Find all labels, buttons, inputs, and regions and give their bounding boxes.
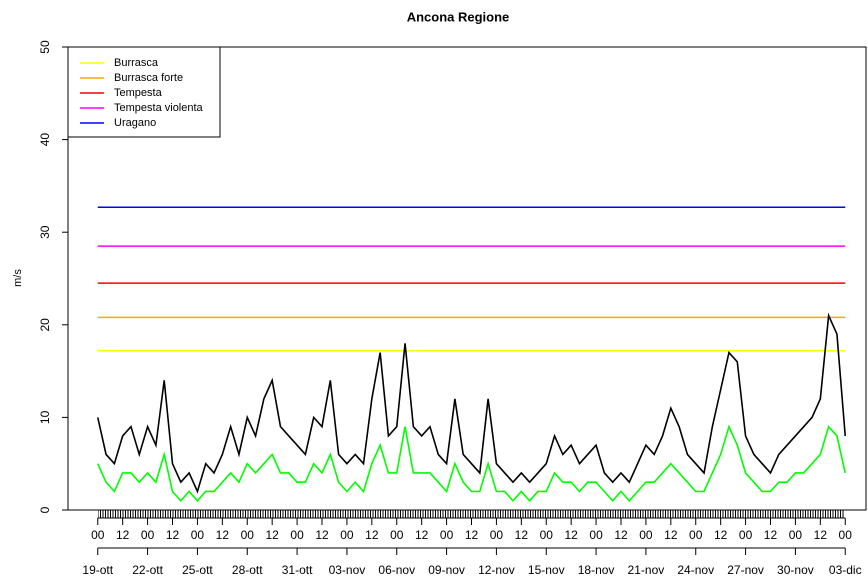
date-tick-label: 19-ott	[82, 563, 113, 577]
x-tick-label: 00	[490, 528, 504, 542]
date-tick-label: 03-dic	[829, 563, 862, 577]
x-tick-label: 00	[839, 528, 853, 542]
x-tick-label: 12	[415, 528, 429, 542]
x-tick-label: 00	[141, 528, 155, 542]
x-tick-label: 12	[365, 528, 379, 542]
x-tick-label: 00	[191, 528, 205, 542]
date-tick-label: 28-ott	[232, 563, 263, 577]
minor-ticks	[98, 510, 845, 518]
legend-label: Uragano	[114, 117, 156, 129]
x-tick-label: 12	[664, 528, 678, 542]
x-tick-label: 00	[290, 528, 304, 542]
y-tick-label: 20	[38, 318, 52, 332]
x-tick-label: 00	[390, 528, 404, 542]
legend-label: Tempesta	[114, 87, 163, 99]
x-tick-label: 00	[739, 528, 753, 542]
date-tick-label: 09-nov	[428, 563, 465, 577]
date-tick-label: 21-nov	[628, 563, 665, 577]
x-tick-label: 12	[564, 528, 578, 542]
x-tick-label: 12	[614, 528, 628, 542]
date-tick-label: 31-ott	[282, 563, 313, 577]
date-tick-label: 27-nov	[727, 563, 764, 577]
data-line	[97, 424, 847, 502]
legend-label: Tempesta violenta	[114, 102, 204, 114]
date-tick-label: 15-nov	[528, 563, 565, 577]
x-tick-label: 12	[265, 528, 279, 542]
x-tick-label: 12	[315, 528, 329, 542]
x-tick-label: 00	[639, 528, 653, 542]
y-tick-label: 0	[38, 506, 52, 513]
date-tick-label: 30-nov	[777, 563, 814, 577]
x-tick-label: 12	[216, 528, 230, 542]
y-tick-label: 10	[38, 410, 52, 424]
date-tick-label: 18-nov	[578, 563, 615, 577]
date-tick-label: 12-nov	[478, 563, 515, 577]
legend-box	[67, 46, 221, 138]
x-tick-label: 00	[689, 528, 703, 542]
x-tick-label: 00	[540, 528, 554, 542]
chart-title: Ancona Regione	[407, 9, 510, 24]
date-tick-label: 03-nov	[329, 563, 366, 577]
x-tick-label: 12	[116, 528, 130, 542]
date-tick-label: 24-nov	[677, 563, 714, 577]
x-tick-label: 00	[440, 528, 454, 542]
x-tick-label: 00	[91, 528, 105, 542]
x-tick-label: 00	[589, 528, 603, 542]
legend-label: Burrasca	[114, 57, 159, 69]
x-tick-label: 12	[764, 528, 778, 542]
y-axis-label: m/s	[12, 269, 24, 287]
y-tick-label: 50	[38, 40, 52, 54]
legend-label: Burrasca forte	[114, 72, 183, 84]
date-tick-label: 06-nov	[378, 563, 415, 577]
x-tick-label: 12	[814, 528, 828, 542]
date-tick-label: 25-ott	[182, 563, 213, 577]
x-tick-label: 12	[714, 528, 728, 542]
x-tick-label: 00	[340, 528, 354, 542]
x-tick-label: 00	[241, 528, 255, 542]
x-tick-label: 12	[166, 528, 180, 542]
x-tick-label: 12	[465, 528, 479, 542]
data-line	[96, 312, 847, 494]
date-tick-label: 22-ott	[132, 563, 163, 577]
x-tick-label: 12	[515, 528, 529, 542]
y-tick-label: 40	[38, 133, 52, 147]
y-tick-label: 30	[38, 225, 52, 239]
x-tick-label: 00	[789, 528, 803, 542]
